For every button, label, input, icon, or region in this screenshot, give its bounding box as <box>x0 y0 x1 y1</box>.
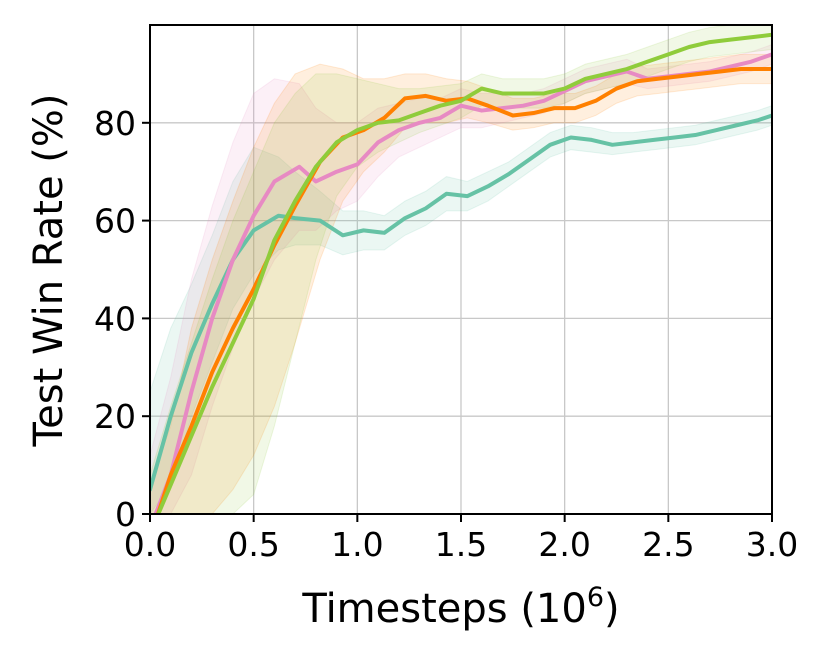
y-tick-label: 60 <box>94 202 136 241</box>
series-line-4 <box>156 32 772 514</box>
series-lines <box>150 32 772 514</box>
y-tick-label: 20 <box>94 397 136 436</box>
x-axis-label-superscript: 6 <box>587 582 604 613</box>
confidence-band-4 <box>150 25 772 514</box>
confidence-band-2 <box>150 44 772 514</box>
x-tick-label: 2.5 <box>642 525 694 564</box>
x-tick-label: 1.0 <box>331 525 383 564</box>
series-line-1 <box>150 113 772 492</box>
y-tick-label: 40 <box>94 299 136 338</box>
y-axis-label: Test Win Rate (%) <box>26 94 72 448</box>
x-axis-label-close: ) <box>604 586 620 632</box>
x-tick-label: 1.5 <box>435 525 487 564</box>
y-tick-label: 0 <box>115 495 136 534</box>
confidence-band-3 <box>150 53 772 514</box>
confidence-bands <box>150 25 772 514</box>
x-tick-label: 0.5 <box>227 525 279 564</box>
y-tick-label: 80 <box>94 104 136 143</box>
x-tick-label: 3.0 <box>746 525 798 564</box>
x-tick-label: 2.0 <box>538 525 590 564</box>
x-axis-ticks: 0.0 0.5 1.0 1.5 2.0 2.5 3.0 <box>124 514 798 564</box>
x-axis-label: Timesteps (106) <box>301 582 619 632</box>
x-tick-label: 0.0 <box>124 525 176 564</box>
x-axis-label-main: Timesteps (10 <box>301 586 586 632</box>
confidence-band-1 <box>150 105 772 514</box>
y-axis-ticks: 0 20 40 60 80 <box>94 104 150 534</box>
